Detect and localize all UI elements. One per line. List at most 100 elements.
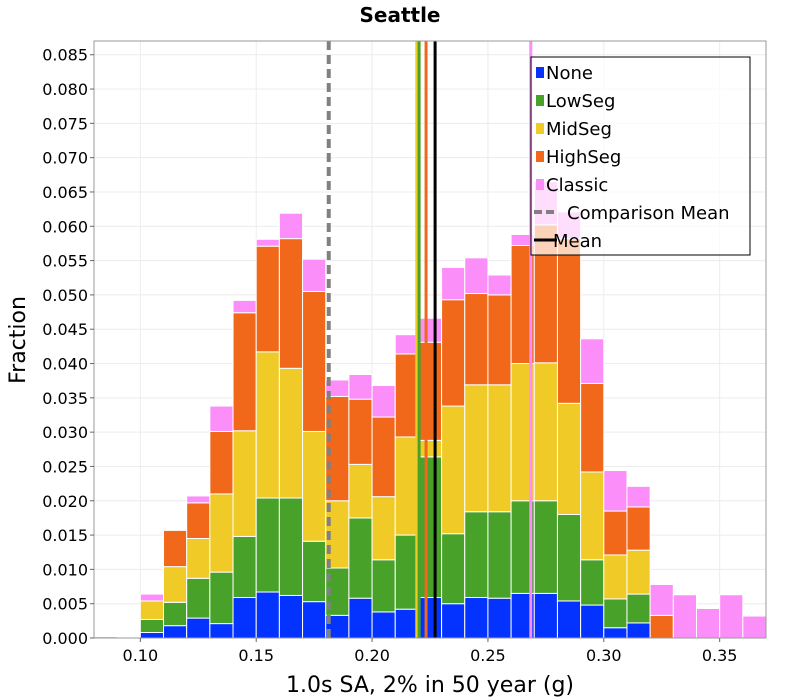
bar-none <box>487 597 512 639</box>
bar-none <box>348 597 373 639</box>
bar-classic <box>348 373 373 400</box>
bar-lowseg <box>278 497 304 596</box>
y-tick-label: 0.050 <box>42 286 88 305</box>
bar-highseg <box>163 529 188 568</box>
bar-classic <box>603 470 628 512</box>
bar-lowseg <box>417 456 443 599</box>
bar-highseg <box>302 290 327 432</box>
bar-highseg <box>649 614 674 639</box>
bar-none <box>603 627 628 639</box>
bar-highseg <box>348 398 373 465</box>
y-tick-label: 0.025 <box>42 457 88 476</box>
bar-midseg <box>255 351 280 499</box>
bar-highseg <box>580 382 605 473</box>
bar-lowseg <box>255 497 280 593</box>
bar-lowseg <box>626 593 651 624</box>
bar-midseg <box>186 538 211 579</box>
bar-midseg <box>278 367 304 499</box>
bar-midseg <box>580 471 605 561</box>
bar-highseg <box>417 341 443 441</box>
bar-lowseg <box>232 535 257 599</box>
bar-lowseg <box>209 571 234 625</box>
bar-none <box>464 597 489 639</box>
legend-label: LowSeg <box>546 91 615 112</box>
bar-classic <box>742 615 767 639</box>
x-tick-label: 0.30 <box>586 646 622 665</box>
bar-highseg <box>278 238 304 369</box>
y-tick-label: 0.085 <box>42 46 88 65</box>
y-tick-label: 0.020 <box>42 492 88 511</box>
legend-swatch <box>536 67 544 78</box>
y-tick-label: 0.070 <box>42 149 88 168</box>
legend-label: MidSeg <box>546 119 612 140</box>
x-tick-label: 0.35 <box>702 646 738 665</box>
bar-classic <box>580 338 605 384</box>
bar-none <box>278 594 304 639</box>
y-tick-label: 0.060 <box>42 217 88 236</box>
legend-swatch <box>536 151 544 162</box>
y-tick-label: 0.035 <box>42 389 88 408</box>
bar-classic <box>695 607 721 639</box>
bar-classic <box>417 317 443 343</box>
bar-classic <box>302 258 327 292</box>
bar-midseg <box>139 600 165 620</box>
legend-label: None <box>546 63 593 84</box>
bar-lowseg <box>348 517 373 599</box>
bar-none <box>556 600 582 639</box>
bar-midseg <box>209 493 234 573</box>
bar-midseg <box>371 496 396 561</box>
bar-none <box>163 625 188 639</box>
bar-midseg <box>232 430 257 537</box>
bar-none <box>441 603 466 639</box>
bar-highseg <box>556 238 582 404</box>
x-axis-label: 1.0s SA, 2% in 50 year (g) <box>286 673 574 698</box>
y-tick-label: 0.045 <box>42 320 88 339</box>
bar-lowseg <box>394 534 419 610</box>
x-tick-label: 0.10 <box>123 646 159 665</box>
bar-midseg <box>603 554 628 600</box>
bar-lowseg <box>580 559 605 606</box>
bar-classic <box>464 257 489 295</box>
bar-highseg <box>394 353 419 438</box>
y-tick-label: 0.075 <box>42 114 88 133</box>
plot-frame <box>93 40 767 639</box>
bar-none <box>186 617 211 639</box>
chart-title: Seattle <box>359 3 440 27</box>
bar-midseg <box>302 430 327 542</box>
bar-lowseg <box>163 601 188 627</box>
y-tick-label: 0.015 <box>42 526 88 545</box>
y-tick-label: 0.080 <box>42 80 88 99</box>
y-tick-label: 0.030 <box>42 423 88 442</box>
x-tick-label: 0.15 <box>238 646 274 665</box>
bar-highseg <box>371 416 396 498</box>
y-tick-label: 0.005 <box>42 595 88 614</box>
bar-highseg <box>626 506 651 551</box>
bar-classic <box>441 266 466 301</box>
bar-highseg <box>487 294 512 386</box>
bar-highseg <box>232 312 257 432</box>
bar-none <box>232 597 257 639</box>
bar-classic <box>487 274 512 296</box>
bar-classic <box>672 594 697 639</box>
bar-none <box>371 611 396 639</box>
bar-highseg <box>464 293 489 386</box>
bar-midseg <box>556 402 582 515</box>
bar-midseg <box>533 362 558 502</box>
bar-none <box>533 592 558 639</box>
legend-label: Comparison Mean <box>567 203 730 224</box>
bar-lowseg <box>533 500 558 594</box>
x-tick-label: 0.20 <box>354 646 390 665</box>
bar-classic <box>394 334 419 355</box>
y-tick-label: 0.055 <box>42 252 88 271</box>
legend-swatch <box>536 95 544 106</box>
bar-none <box>626 622 651 639</box>
y-tick-label: 0.000 <box>42 629 88 648</box>
bar-highseg <box>441 299 466 407</box>
axes <box>93 40 767 639</box>
bar-none <box>302 601 327 639</box>
bar-lowseg <box>371 559 396 613</box>
bar-lowseg <box>603 598 628 629</box>
bars <box>93 181 767 639</box>
bar-lowseg <box>139 618 165 634</box>
